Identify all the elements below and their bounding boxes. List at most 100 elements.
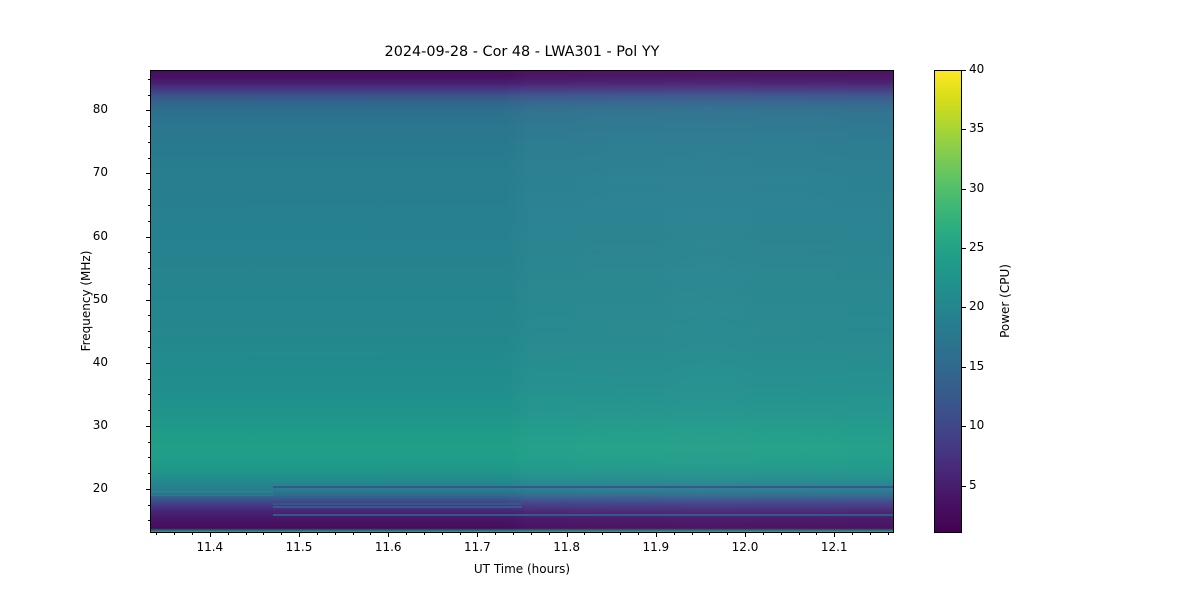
y-tick-label: 30 <box>92 417 108 432</box>
colorbar-tick-mark <box>962 485 966 487</box>
x-tick-minor <box>709 533 711 535</box>
heatmap-image <box>151 71 893 532</box>
x-tick-minor <box>441 533 443 535</box>
rfi-streak <box>557 503 656 506</box>
x-tick-minor <box>530 533 532 535</box>
rfi-streak <box>272 486 893 489</box>
x-tick-minor <box>334 533 336 535</box>
x-tick-label: 11.4 <box>196 540 224 554</box>
x-tick-minor <box>602 533 604 535</box>
y-tick-minor <box>148 378 150 380</box>
x-tick-minor <box>798 533 800 535</box>
y-tick-minor <box>148 457 150 459</box>
y-tick-minor <box>148 331 150 333</box>
x-tick-mark <box>655 533 657 537</box>
x-tick-minor <box>459 533 461 535</box>
x-tick-label: 11.6 <box>374 540 402 554</box>
colorbar-tick-label: 5 <box>969 477 977 492</box>
x-tick-minor <box>191 533 193 535</box>
heatmap-base-gradient <box>151 71 893 532</box>
y-tick-mark <box>146 299 150 301</box>
rfi-streak <box>389 532 647 533</box>
x-tick-minor <box>638 533 639 535</box>
x-tick-minor <box>245 533 247 535</box>
x-tick-minor <box>406 533 407 535</box>
colorbar-label: Power (CPU) <box>998 264 1012 338</box>
colorbar-gradient <box>935 71 961 532</box>
colorbar-tick-label: 35 <box>969 121 985 136</box>
y-tick-label: 80 <box>92 102 108 117</box>
x-axis-label: UT Time (hours) <box>473 562 571 576</box>
page-title: 2024-09-28 - Cor 48 - LWA301 - Pol YY <box>384 44 660 60</box>
rfi-streak <box>151 490 273 493</box>
x-tick-minor <box>513 533 515 535</box>
x-tick-label: 11.9 <box>642 540 670 554</box>
y-tick-label: 50 <box>92 291 108 306</box>
x-tick-minor <box>584 533 586 535</box>
rfi-streak <box>272 506 522 509</box>
x-tick-mark <box>566 533 568 537</box>
x-tick-minor <box>352 533 354 535</box>
x-tick-minor <box>887 533 889 535</box>
y-tick-label: 20 <box>92 480 108 495</box>
colorbar-tick-mark <box>962 426 966 428</box>
x-tick-minor <box>174 533 176 535</box>
x-tick-label: 12.1 <box>820 540 848 554</box>
y-tick-mark <box>146 362 150 364</box>
x-tick-minor <box>780 533 782 535</box>
y-tick-minor <box>148 473 150 475</box>
colorbar-tick-label: 25 <box>969 240 985 255</box>
x-tick-mark <box>745 533 746 537</box>
rfi-streak <box>272 513 893 516</box>
colorbar-tick-mark <box>962 248 966 250</box>
y-tick-label: 70 <box>92 165 108 180</box>
x-tick-mark <box>834 533 836 537</box>
colorbar-tick-label: 40 <box>969 62 985 76</box>
colorbar-tick-mark <box>962 188 966 190</box>
colorbar-tick-mark <box>962 366 966 368</box>
y-tick-minor <box>148 78 150 80</box>
y-tick-mark <box>146 425 150 427</box>
y-tick-minor <box>148 504 150 506</box>
y-tick-minor <box>148 315 150 317</box>
y-tick-minor <box>148 94 150 96</box>
x-tick-label: 11.8 <box>553 540 580 554</box>
x-tick-minor <box>852 533 854 535</box>
colorbar-tick-label: 15 <box>969 358 985 373</box>
y-tick-minor <box>148 268 150 270</box>
y-tick-minor <box>148 126 150 128</box>
rfi-streak <box>682 506 834 509</box>
heatmap-time-variation <box>151 71 893 532</box>
x-tick-minor <box>227 533 229 535</box>
y-tick-mark <box>146 110 150 112</box>
colorbar-tick-label: 10 <box>969 418 985 433</box>
y-axis-label: Frequency (MHz) <box>79 250 93 352</box>
colorbar-tick-mark <box>962 70 966 71</box>
heatmap-rfi-streaks <box>151 71 893 532</box>
x-tick-minor <box>370 533 372 535</box>
x-tick-minor <box>869 533 871 535</box>
x-tick-label: 11.5 <box>285 540 313 554</box>
y-tick-minor <box>148 520 150 522</box>
y-tick-minor <box>148 394 150 396</box>
x-tick-minor <box>316 533 318 535</box>
x-tick-minor <box>691 533 693 535</box>
x-tick-minor <box>281 533 283 535</box>
y-tick-minor <box>148 410 150 411</box>
y-tick-minor <box>148 141 150 143</box>
y-tick-minor <box>148 220 150 222</box>
x-tick-minor <box>816 533 818 535</box>
x-tick-minor <box>620 533 622 535</box>
x-tick-minor <box>156 533 158 535</box>
x-tick-minor <box>548 533 550 535</box>
y-tick-minor <box>148 283 150 285</box>
colorbar-tick-label: 30 <box>969 180 985 195</box>
x-tick-mark <box>388 533 390 537</box>
y-tick-label: 40 <box>92 354 108 369</box>
y-tick-minor <box>148 441 150 443</box>
colorbar-axes <box>934 70 962 533</box>
colorbar-tick-label: 20 <box>969 299 985 314</box>
x-tick-label: 12.0 <box>731 540 759 554</box>
x-tick-label: 11.7 <box>464 540 491 554</box>
